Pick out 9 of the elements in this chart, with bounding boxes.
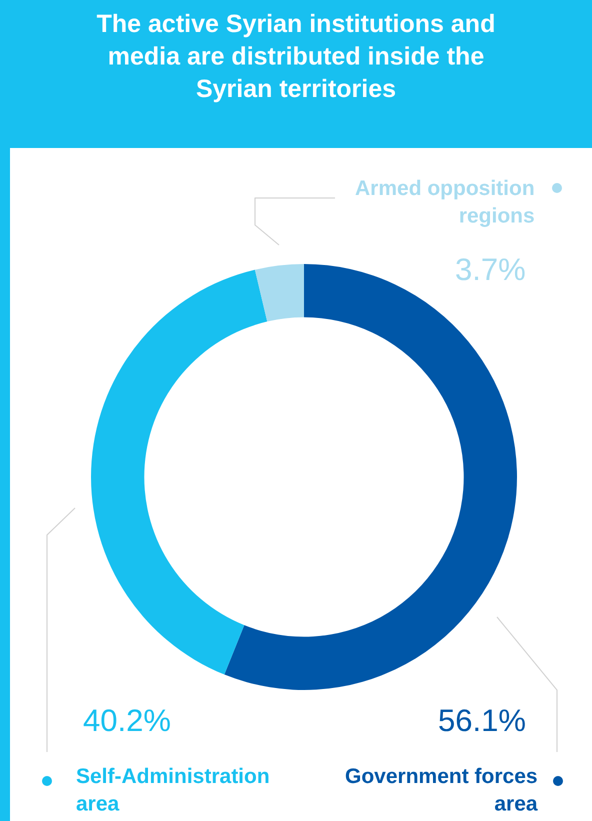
chart-title: The active Syrian institutions and media are distributed inside the Syrian territories [96, 10, 496, 103]
donut-slice [91, 270, 268, 675]
data-label: 40.2% [83, 703, 171, 738]
legend-label: Armed opposition regions [355, 177, 535, 228]
slice-label: Self-Administration area [76, 765, 270, 816]
data-label: 3.7% [455, 252, 526, 287]
data-label: 56.1% [438, 703, 526, 738]
legend-label: Government forces area [345, 765, 538, 816]
donut-slice [254, 264, 304, 322]
